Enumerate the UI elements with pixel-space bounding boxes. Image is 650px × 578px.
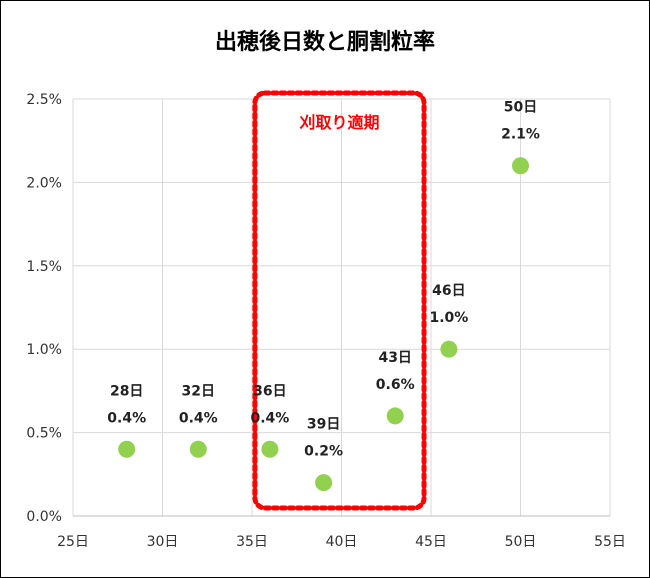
- y-tick-label: 0.5%: [26, 426, 62, 442]
- x-tick-label: 30日: [147, 534, 179, 550]
- chart-title: 出穂後日数と胴割粒率: [215, 29, 435, 55]
- x-tick-label: 35日: [236, 534, 268, 550]
- x-tick-label: 45日: [415, 534, 447, 550]
- data-point: [440, 340, 458, 358]
- data-point: [512, 157, 529, 175]
- data-label-value: 0.6%: [376, 377, 415, 393]
- data-label-value: 2.1%: [501, 127, 540, 143]
- x-tick-label: 55日: [594, 534, 626, 550]
- y-tick-label: 1.0%: [26, 342, 62, 358]
- x-tick-label: 50日: [505, 534, 537, 550]
- data-point: [315, 474, 333, 492]
- data-label-value: 0.4%: [107, 410, 146, 426]
- harvest-period-annotation: 刈取り適期: [252, 90, 427, 511]
- data-label-value: 0.4%: [250, 410, 289, 426]
- x-tick-label: 25日: [57, 534, 89, 550]
- data-label-day: 50日: [504, 100, 537, 116]
- data-label-value: 0.2%: [304, 444, 343, 460]
- y-tick-label: 2.0%: [26, 175, 62, 191]
- data-point: [189, 440, 207, 458]
- data-points: [118, 157, 529, 492]
- data-label-day: 43日: [378, 350, 411, 366]
- data-labels: 28日 0.4% 32日 0.4% 36日 0.4% 39日 0.2% 43日 0.6% 46日 1.…: [107, 100, 540, 460]
- data-label-day: 36日: [253, 383, 286, 399]
- y-tick-label: 1.5%: [26, 259, 62, 275]
- data-point: [386, 407, 404, 425]
- data-point: [261, 440, 279, 458]
- data-label-value: 0.4%: [179, 410, 218, 426]
- annotation-label: 刈取り適期: [299, 113, 379, 132]
- data-label-day: 32日: [182, 383, 215, 399]
- data-label-day: 39日: [307, 417, 340, 433]
- y-tick-label: 2.5%: [26, 92, 62, 108]
- data-label-day: 28日: [110, 383, 143, 399]
- annotation-box: [252, 90, 427, 511]
- data-label-day: 46日: [432, 283, 465, 299]
- data-label-value: 1.0%: [429, 310, 468, 326]
- x-tick-label: 40日: [326, 534, 358, 550]
- y-tick-label: 0.0%: [26, 509, 62, 525]
- data-point: [118, 440, 136, 458]
- axes: 0.0% 0.5% 1.0% 1.5% 2.0% 2.5% 25日 30日 35日 40日 45日 5…: [26, 92, 625, 550]
